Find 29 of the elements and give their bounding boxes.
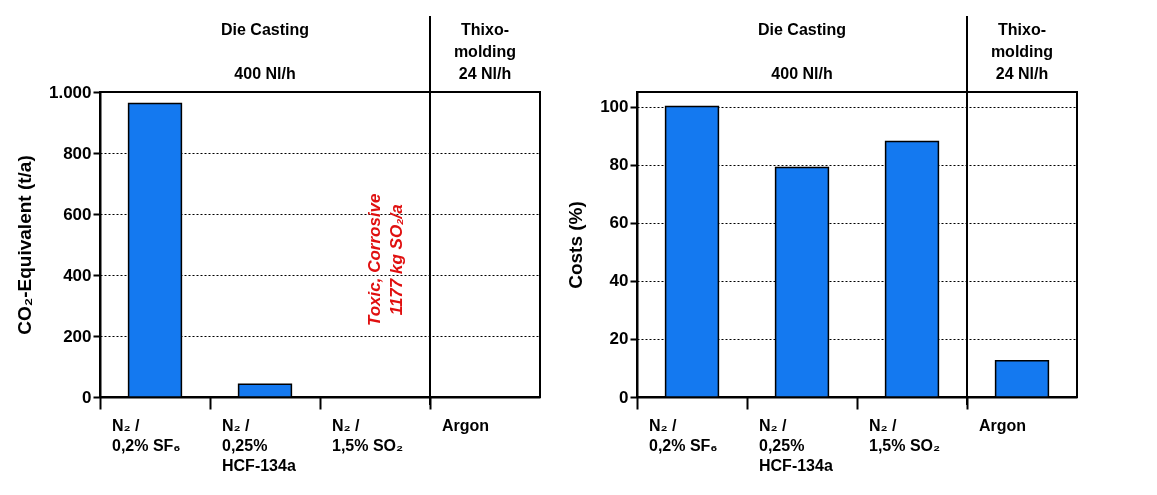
text: Thixo- molding 24 Nl/h [453,21,517,82]
y-tick-label: 20 [609,329,629,349]
x-tick-label: N₂ / 0,25% HCF-134a [222,416,296,474]
y-axis-title: Costs (%) [565,201,587,289]
y-axis-title: CO₂-Equivalent (t/a) [13,155,35,335]
text: Die Casting [757,21,847,38]
y-tick-label: 0 [82,387,92,407]
x-tick-label: Argon [979,416,1027,434]
y-tick-label: 100 [600,97,629,117]
y-tick-label: 80 [609,155,629,175]
y-tick-label: 600 [63,204,92,224]
x-tick-label: N₂ / 1,5% SO₂ [332,416,404,454]
y-tick-label: 1.000 [48,82,92,102]
y-tick-label: 60 [609,213,629,233]
x-tick-label: Argon [442,416,490,434]
x-tick-label: N₂ / 1,5% SO₂ [869,416,941,454]
text: 400 Nl/h [771,65,833,82]
y-tick-label: 40 [609,271,629,291]
text: 400 Nl/h [234,65,296,82]
annotation: Toxic, Corrosive 1177 kg SO₂/a [365,193,406,327]
y-tick-label: 200 [63,326,92,346]
x-tick-label: N₂ / 0,2% SF₆ [112,416,181,454]
x-tick-label: N₂ / 0,2% SF₆ [649,416,718,454]
y-tick-label: 800 [63,143,92,163]
text: Die Casting [220,21,310,38]
y-tick-label: 400 [63,265,92,285]
text: Thixo- molding 24 Nl/h [990,21,1054,82]
x-tick-label: N₂ / 0,25% HCF-134a [759,416,833,474]
y-tick-label: 0 [619,387,629,407]
